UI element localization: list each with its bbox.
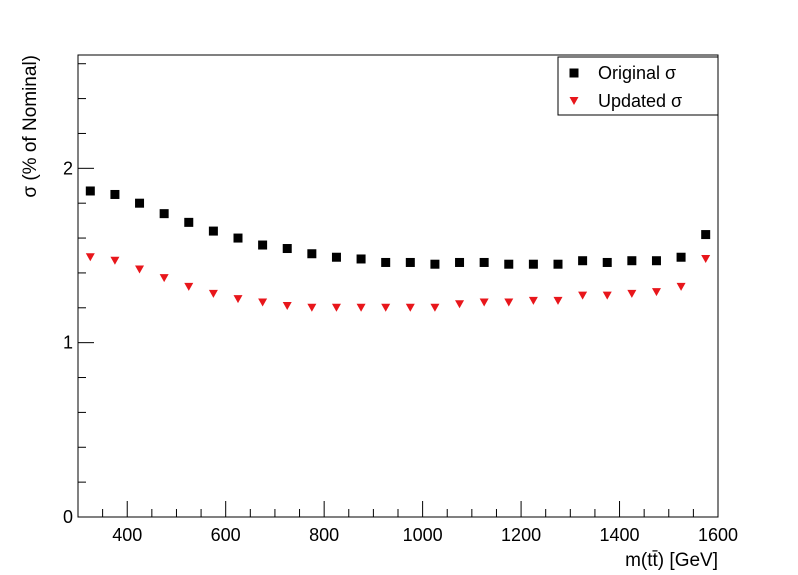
data-point-updated [307, 303, 317, 312]
data-point-original [110, 189, 120, 199]
data-point-updated [381, 303, 391, 312]
data-point-original [479, 257, 489, 267]
data-point-original [184, 217, 194, 227]
legend-marker-triangle [569, 97, 579, 105]
data-point-updated [159, 274, 169, 283]
legend-entry-updated: Updated σ [569, 91, 682, 111]
data-point-original [430, 259, 440, 269]
data-point-updated [528, 296, 538, 305]
x-tick-label: 1600 [698, 525, 738, 545]
x-tick-label: 800 [309, 525, 339, 545]
data-point-original [578, 256, 588, 266]
x-tick-label: 1000 [403, 525, 443, 545]
data-point-updated [356, 303, 366, 312]
data-markers [85, 186, 711, 312]
data-point-updated [258, 298, 268, 307]
y-axis-ticks: 0 1 2 [63, 63, 94, 527]
data-point-updated [676, 282, 686, 291]
data-point-updated [553, 296, 563, 305]
data-point-updated [85, 253, 95, 262]
data-point-updated [430, 303, 440, 312]
data-point-original [356, 254, 366, 264]
data-point-original [528, 259, 538, 269]
data-point-original [159, 209, 169, 219]
data-point-original [455, 257, 465, 267]
data-point-updated [627, 289, 637, 298]
data-point-updated [233, 295, 243, 304]
legend-label-original: Original σ [598, 63, 676, 83]
legend-label-updated: Updated σ [598, 91, 682, 111]
data-point-original [504, 259, 514, 269]
data-point-original [381, 257, 391, 267]
legend-entry-original: Original σ [569, 63, 676, 83]
data-point-updated [455, 300, 465, 309]
x-axis-title: m(tt̄) [GeV] [625, 550, 718, 571]
data-point-original [208, 226, 218, 236]
data-point-original [602, 257, 612, 267]
data-point-updated [331, 303, 341, 312]
y-tick-label: 0 [63, 507, 73, 527]
data-point-updated [479, 298, 489, 307]
x-axis-ticks: 400 600 800 1000 1200 1400 1600 [102, 501, 738, 545]
data-point-updated [135, 265, 145, 274]
data-point-original [331, 252, 341, 262]
data-point-updated [701, 254, 711, 263]
data-point-original [701, 230, 711, 240]
data-point-original [135, 198, 145, 208]
x-tick-label: 400 [112, 525, 142, 545]
y-tick-label: 1 [63, 333, 73, 353]
data-point-original [676, 252, 686, 262]
x-tick-label: 1400 [600, 525, 640, 545]
data-point-original [553, 259, 563, 269]
data-point-updated [405, 303, 415, 312]
data-point-original [233, 233, 243, 243]
data-point-original [85, 186, 95, 196]
data-point-updated [504, 298, 514, 307]
x-tick-label: 600 [211, 525, 241, 545]
y-axis-title: σ (% of Nominal) [20, 55, 41, 198]
data-point-updated [282, 302, 292, 311]
data-point-original [405, 257, 415, 267]
data-point-updated [651, 288, 661, 297]
data-point-original [307, 249, 317, 259]
legend-marker-square [569, 68, 579, 78]
legend-box [557, 56, 719, 116]
data-point-updated [208, 289, 218, 298]
data-point-original [282, 244, 292, 254]
x-tick-label: 1200 [501, 525, 541, 545]
legend: Original σ Updated σ [557, 56, 719, 116]
y-tick-label: 2 [63, 158, 73, 178]
data-point-original [651, 256, 661, 266]
data-point-original [258, 240, 268, 250]
data-point-updated [184, 282, 194, 291]
data-point-updated [602, 291, 612, 300]
data-point-original [627, 256, 637, 266]
data-point-updated [110, 256, 120, 265]
data-point-updated [578, 291, 588, 300]
